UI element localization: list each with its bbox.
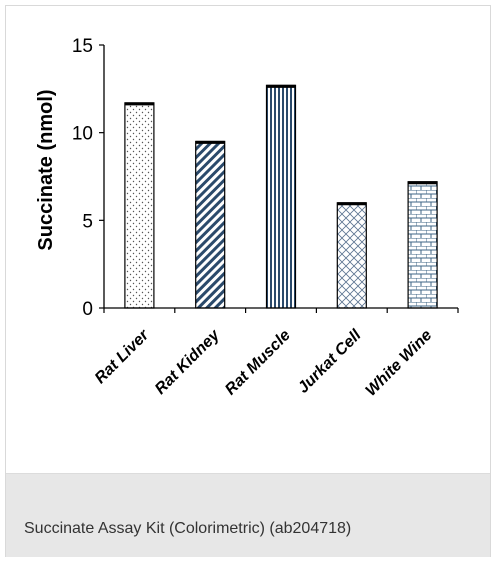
bar-jurkat-cell <box>336 202 367 309</box>
caption-bar: Succinate Assay Kit (Colorimetric) (ab20… <box>6 473 490 557</box>
x-tick-label: Rat Liver <box>92 326 153 387</box>
x-tick-label: Rat Muscle <box>222 327 294 399</box>
y-tick-label: 0 <box>82 299 93 320</box>
y-tick-label: 5 <box>82 211 93 232</box>
bar-rat-muscle <box>265 84 297 309</box>
bar-rat-liver <box>124 102 155 309</box>
x-tick-label: Jurkat Cell <box>295 326 365 396</box>
bars-layer <box>124 84 438 309</box>
figure-card: Rat Liver Rat Kidney Rat Muscle Jurkat Cell… <box>5 5 491 557</box>
y-axis-label: Succinate (nmol) <box>35 89 57 250</box>
figure-caption: Succinate Assay Kit (Colorimetric) (ab20… <box>24 520 352 537</box>
x-tick-label: Rat Kidney <box>152 326 224 398</box>
bar-white-wine <box>407 181 438 309</box>
bar-chart: Rat Liver Rat Kidney Rat Muscle Jurkat Cell… <box>35 36 459 400</box>
y-tick-label: 10 <box>72 124 93 145</box>
x-tick-label: White Wine <box>363 327 436 400</box>
chart-figure: Rat Liver Rat Kidney Rat Muscle Jurkat Cell… <box>6 6 490 473</box>
bar-rat-kidney <box>195 140 226 309</box>
y-tick-label: 15 <box>72 36 93 57</box>
